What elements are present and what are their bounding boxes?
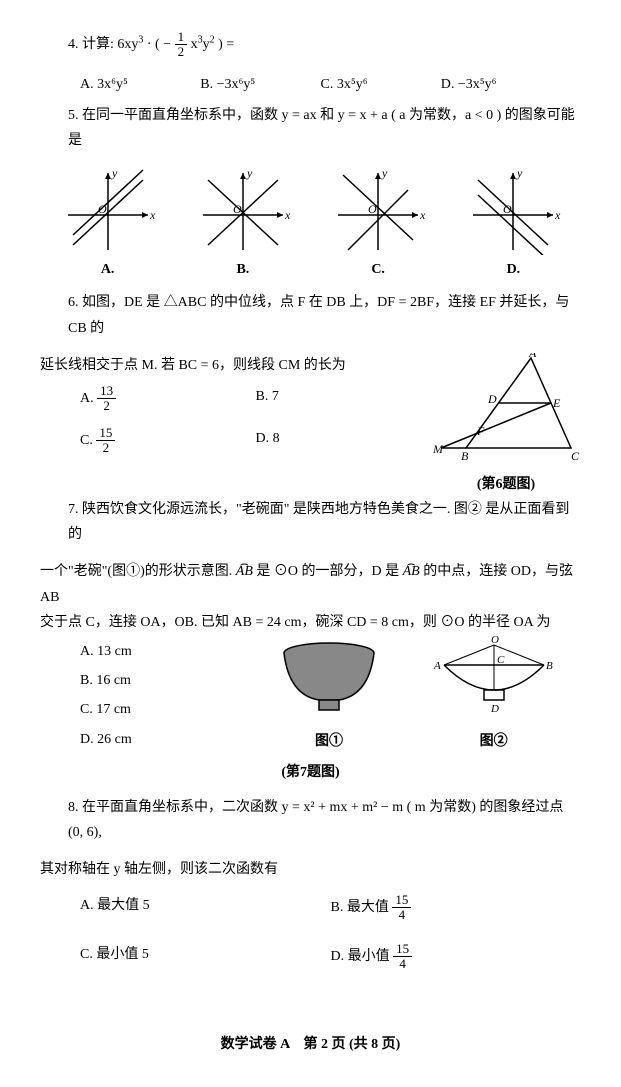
option-b: B. 16 cm	[80, 668, 132, 693]
option-a: A. 3x⁶y⁵	[80, 72, 200, 97]
q7-fig1: 图①	[274, 635, 384, 754]
q8-stem1: 8. 在平面直角坐标系中，二次函数 y = x² + mx + m² − m (…	[40, 795, 581, 845]
svg-text:A: A	[528, 353, 537, 360]
option-a: A. 最大值 5	[80, 893, 331, 923]
q6-left: 延长线相交于点 M. 若 BC = 6，则线段 CM 的长为 A. 132 B.…	[40, 353, 431, 461]
option-b: B. 7	[256, 384, 432, 414]
q5-graph-d: x y O D.	[446, 165, 581, 282]
svg-text:x: x	[284, 208, 291, 222]
svg-text:O: O	[491, 635, 499, 646]
q7-stem1: 7. 陕西饮食文化源远流长，"老碗面" 是陕西地方特色美食之一. 图② 是从正面…	[40, 497, 581, 547]
bowl-diagram-svg: O A B C D	[429, 635, 559, 720]
q5-stem: 5. 在同一平面直角坐标系中，函数 y = ax 和 y = x + a ( a…	[40, 103, 581, 153]
exp: 3	[138, 34, 143, 45]
svg-text:F: F	[476, 424, 485, 438]
q6-stem2: 延长线相交于点 M. 若 BC = 6，则线段 CM 的长为	[40, 353, 431, 378]
option-b: B. −3x⁶y⁵	[200, 72, 320, 97]
q6-stem1: 6. 如图，DE 是 △ABC 的中位线，点 F 在 DB 上，DF = 2BF…	[40, 290, 581, 340]
q8-options: A. 最大值 5 B. 最大值 154 C. 最小值 5 D. 最小值 154	[40, 883, 581, 982]
label-c: C.	[311, 257, 446, 282]
exp: 2	[210, 34, 215, 45]
svg-text:B: B	[461, 449, 469, 463]
graph-svg: x y O	[463, 165, 563, 255]
svg-text:y: y	[381, 166, 388, 180]
q5-graph-b: x y O B.	[175, 165, 310, 282]
q7-fig2: O A B C D 图②	[429, 635, 559, 754]
option-a: A. 132	[80, 384, 256, 414]
svg-text:x: x	[149, 208, 156, 222]
option-d: D. 26 cm	[80, 727, 132, 752]
arc-ab: AB	[236, 559, 253, 584]
bowl-svg	[274, 635, 384, 720]
option-b: B. 最大值 154	[331, 893, 582, 923]
svg-text:y: y	[111, 166, 118, 180]
option-c: C. 最小值 5	[80, 942, 331, 972]
svg-text:x: x	[554, 208, 561, 222]
svg-text:x: x	[419, 208, 426, 222]
svg-text:y: y	[516, 166, 523, 180]
graph-svg: x y O	[328, 165, 428, 255]
graph-svg: x y O	[58, 165, 158, 255]
option-c: C. 3x⁵y⁶	[321, 72, 441, 97]
svg-text:C: C	[571, 449, 580, 463]
q7-figures: 图① O A B C D 图②	[132, 635, 581, 754]
label-b: B.	[175, 257, 310, 282]
label-d: D.	[446, 257, 581, 282]
q5-graphs: x y O A. x y O B. x y	[40, 165, 581, 282]
q4-y: y	[203, 37, 210, 52]
q4-stem-prefix: 4. 计算: 6xy	[68, 37, 138, 52]
svg-text:A: A	[433, 660, 441, 672]
q7-stem2: 一个"老碗"(图①)的形状示意图. AB 是 ⊙O 的一部分，D 是 AB 的中…	[40, 559, 581, 609]
option-c: C. 152	[80, 426, 256, 456]
graph-svg: x y O	[193, 165, 293, 255]
page-footer: 数学试卷 A 第 2 页 (共 8 页)	[40, 1032, 581, 1057]
q6-figure: A D E F M B C (第6题图)	[431, 353, 581, 497]
q5-graph-a: x y O A.	[40, 165, 175, 282]
option-c: C. 17 cm	[80, 697, 132, 722]
svg-text:D: D	[487, 392, 497, 406]
svg-text:D: D	[490, 703, 499, 715]
svg-text:E: E	[552, 396, 561, 410]
option-d: D. 8	[256, 426, 432, 456]
svg-text:y: y	[246, 166, 253, 180]
arc-ab: AB	[403, 559, 420, 584]
q4-options: A. 3x⁶y⁵ B. −3x⁶y⁵ C. 3x⁵y⁶ D. −3x⁵y⁶	[40, 72, 581, 97]
frac: 12	[175, 30, 188, 60]
option-d: D. −3x⁵y⁶	[441, 72, 561, 97]
label-a: A.	[40, 257, 175, 282]
svg-text:O: O	[368, 202, 377, 216]
fig2-label: 图②	[429, 729, 559, 754]
option-d: D. 最小值 154	[331, 942, 582, 972]
q4-stem-end: ) =	[218, 37, 234, 52]
q6-options: A. 132 B. 7 C. 152 D. 8	[40, 378, 431, 461]
fig1-label: 图①	[274, 729, 384, 754]
q7-options: A. 13 cm B. 16 cm C. 17 cm D. 26 cm	[40, 635, 132, 756]
q7-caption: (第7题图)	[40, 760, 581, 785]
q5-graph-c: x y O C.	[311, 165, 446, 282]
q8-stem2: 其对称轴在 y 轴左侧，则该二次函数有	[40, 857, 581, 882]
q4: 4. 计算: 6xy3 · ( − 12 x3y2 ) =	[40, 30, 581, 60]
q6-caption: (第6题图)	[431, 472, 581, 497]
q7-stem3: 交于点 C，连接 OA，OB. 已知 AB = 24 cm，碗深 CD = 8 …	[40, 610, 581, 635]
svg-text:M: M	[432, 442, 444, 456]
triangle-svg: A D E F M B C	[431, 353, 581, 463]
q4-stem-mid: · ( −	[147, 37, 175, 52]
q6-wrap: 延长线相交于点 M. 若 BC = 6，则线段 CM 的长为 A. 132 B.…	[40, 353, 581, 497]
option-a: A. 13 cm	[80, 639, 132, 664]
q4-stem-after: x	[191, 37, 198, 52]
svg-text:C: C	[497, 654, 505, 666]
svg-text:B: B	[546, 660, 553, 672]
